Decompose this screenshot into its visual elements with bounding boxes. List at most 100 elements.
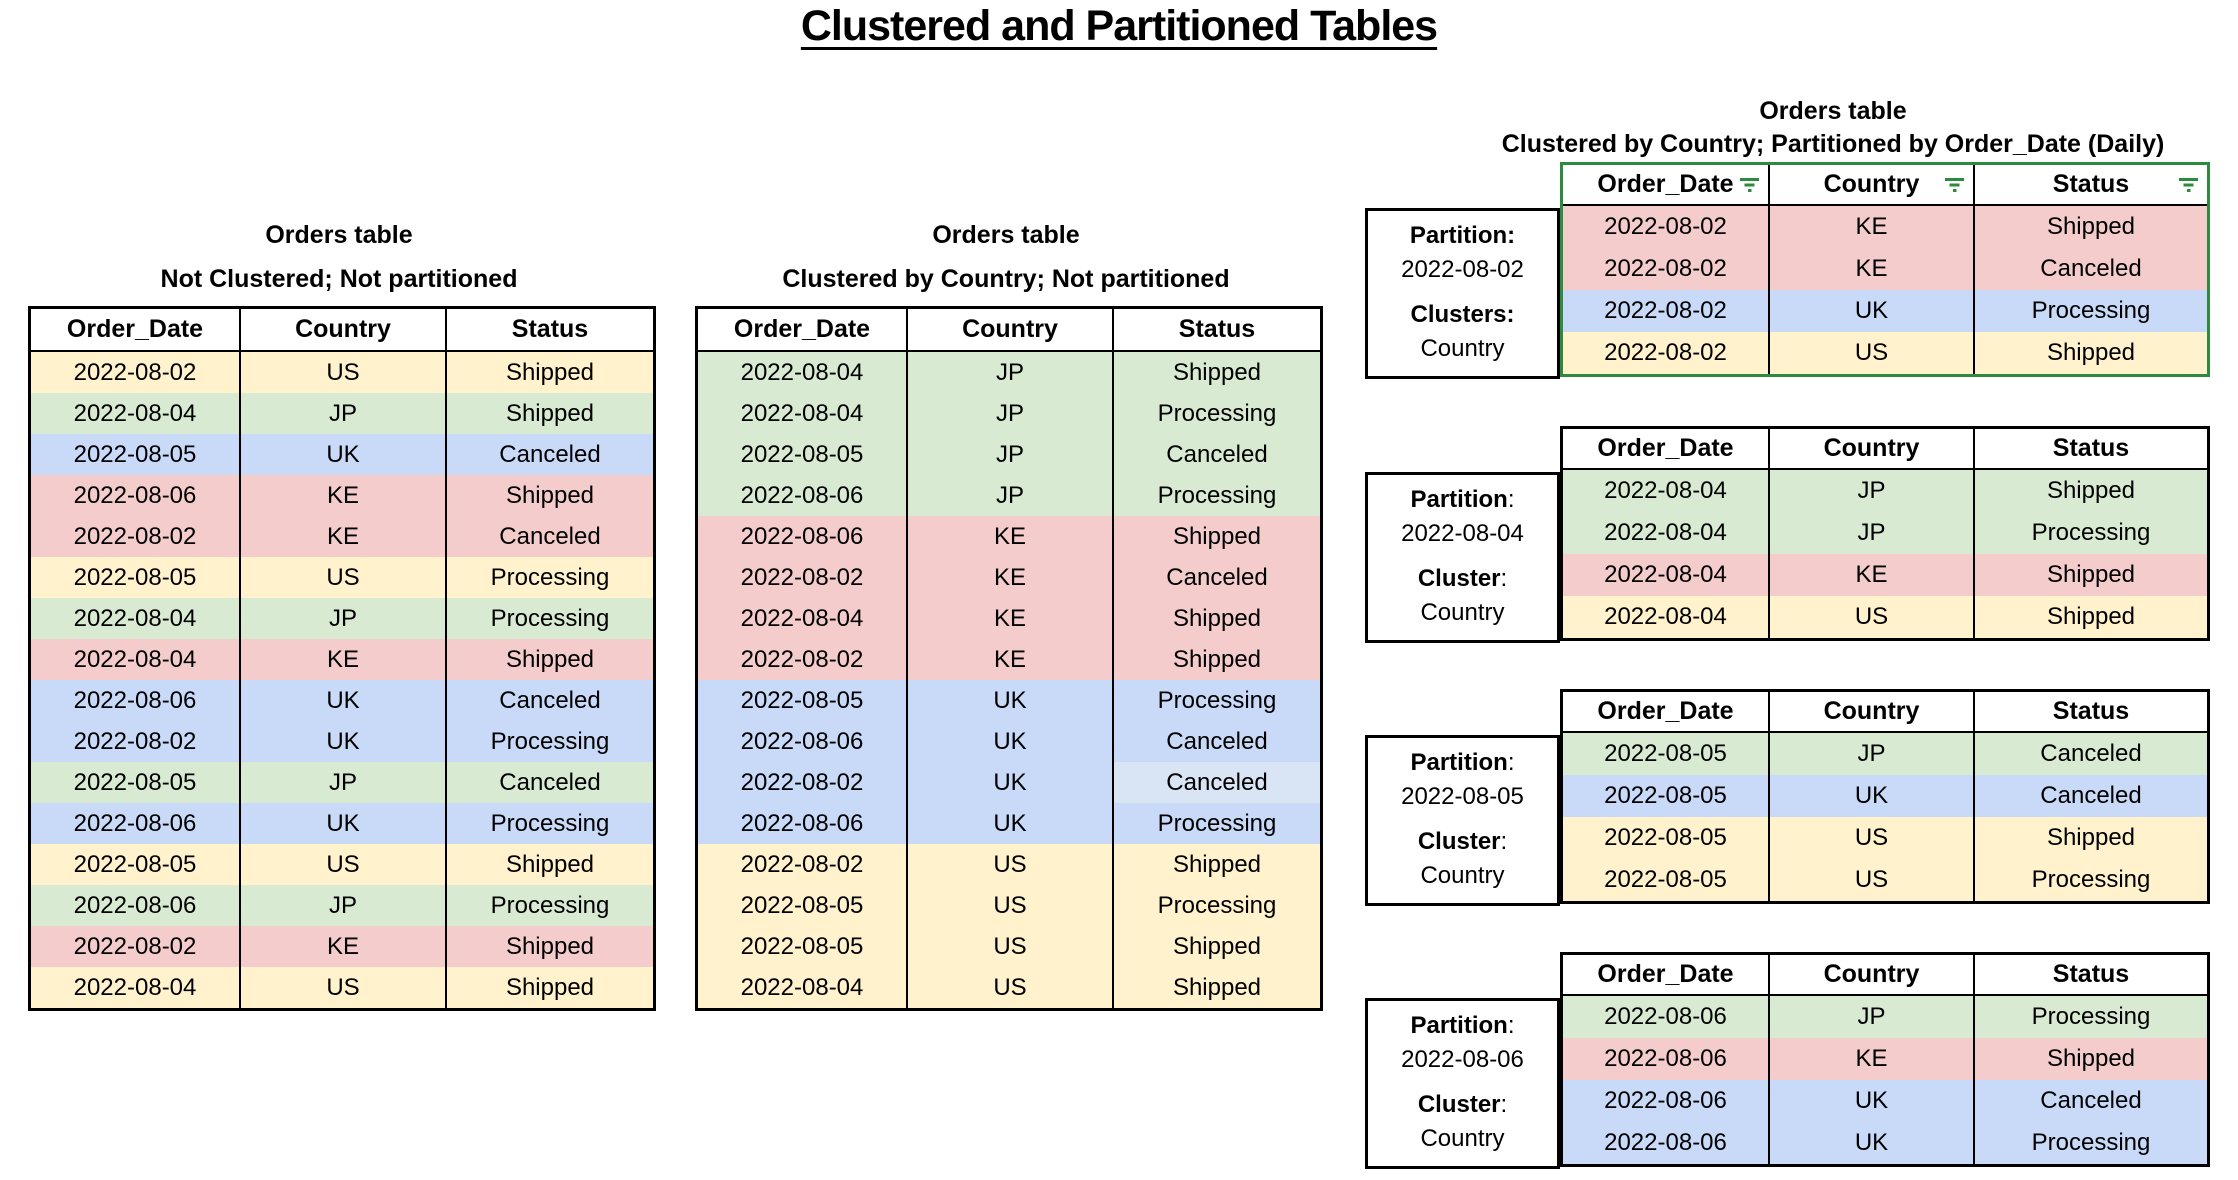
- country-cell: KE: [906, 598, 1112, 639]
- table-row: 2022-08-02 KE Canceled: [31, 516, 653, 557]
- country-cell: UK: [1768, 290, 1973, 332]
- country-cell: UK: [239, 434, 445, 475]
- header-row: Order_Date Country Status: [1563, 692, 2207, 733]
- table-row: 2022-08-02 UK Processing: [31, 721, 653, 762]
- column-header-order-date: Order_Date: [698, 309, 906, 352]
- filter-icon: [1738, 176, 1761, 194]
- country-cell: JP: [906, 475, 1112, 516]
- status-cell: Processing: [445, 557, 653, 598]
- table-row: 2022-08-04 JP Processing: [698, 393, 1320, 434]
- cluster-value: Country: [1420, 1125, 1505, 1152]
- cluster-label: Cluster: [1417, 1091, 1501, 1118]
- order-date-cell: 2022-08-04: [698, 598, 906, 639]
- status-cell: Processing: [1112, 680, 1320, 721]
- country-cell: UK: [906, 803, 1112, 844]
- table-row: 2022-08-06 UK Processing: [31, 803, 653, 844]
- cluster-label: Cluster: [1417, 828, 1501, 855]
- status-cell: Processing: [1112, 803, 1320, 844]
- order-date-cell: 2022-08-02: [698, 844, 906, 885]
- status-cell: Processing: [445, 721, 653, 762]
- table-row: 2022-08-02 KE Canceled: [698, 557, 1320, 598]
- order-date-cell: 2022-08-05: [31, 762, 239, 803]
- country-cell: US: [1768, 332, 1973, 374]
- column-header-status: Status: [1112, 309, 1320, 352]
- status-cell: Processing: [445, 803, 653, 844]
- column-header-country: Country: [906, 309, 1112, 352]
- table-row: 2022-08-02 KE Shipped: [31, 926, 653, 967]
- order-date-cell: 2022-08-05: [698, 680, 906, 721]
- table-row: 2022-08-06 JP Processing: [1563, 996, 2207, 1038]
- partition-label-colon: :: [1507, 749, 1515, 776]
- table-row: 2022-08-02 UK Processing: [1563, 290, 2207, 332]
- table-row: 2022-08-04 JP Processing: [31, 598, 653, 639]
- status-cell: Processing: [1973, 290, 2207, 332]
- cluster-value: Country: [1420, 335, 1505, 362]
- order-date-cell: 2022-08-06: [31, 475, 239, 516]
- partition-label-box: Partition: 2022-08-06 Cluster: Country: [1365, 998, 1560, 1169]
- status-cell: Canceled: [1973, 1080, 2207, 1122]
- country-cell: KE: [1768, 206, 1973, 248]
- status-cell: Canceled: [1973, 248, 2207, 290]
- cluster-label-group: Cluster: Country: [1372, 562, 1553, 630]
- table-row: 2022-08-05 US Processing: [1563, 859, 2207, 901]
- partition-block-2022-08-04: Partition: 2022-08-04 Cluster: Country O…: [1363, 426, 2215, 648]
- column-header-order-date: Order_Date: [1563, 165, 1768, 206]
- status-cell: Shipped: [1112, 967, 1320, 1008]
- order-date-cell: 2022-08-05: [31, 557, 239, 598]
- status-cell: Canceled: [1973, 733, 2207, 775]
- partition-block-2022-08-06: Partition: 2022-08-06 Cluster: Country O…: [1363, 952, 2215, 1174]
- status-cell: Shipped: [445, 926, 653, 967]
- order-date-cell: 2022-08-04: [698, 967, 906, 1008]
- column-header-country: Country: [1768, 692, 1973, 733]
- cluster-value: Country: [1420, 599, 1505, 626]
- order-date-cell: 2022-08-04: [31, 967, 239, 1008]
- partition-value: 2022-08-04: [1401, 520, 1524, 547]
- table-row: 2022-08-06 JP Processing: [698, 475, 1320, 516]
- table-row: 2022-08-06 JP Processing: [31, 885, 653, 926]
- table-row: 2022-08-04 KE Shipped: [31, 639, 653, 680]
- table-row: 2022-08-06 UK Processing: [698, 803, 1320, 844]
- status-cell: Shipped: [445, 393, 653, 434]
- table-row: 2022-08-04 US Shipped: [698, 967, 1320, 1008]
- status-cell: Shipped: [445, 967, 653, 1008]
- table-row: 2022-08-06 KE Shipped: [31, 475, 653, 516]
- order-date-cell: 2022-08-06: [1563, 1080, 1768, 1122]
- status-cell: Shipped: [1112, 516, 1320, 557]
- column-header-order-date: Order_Date: [1563, 692, 1768, 733]
- column-header-status: Status: [1973, 955, 2207, 996]
- cluster-label-group: Cluster: Country: [1372, 1088, 1553, 1156]
- partition-label: Partition: [1410, 749, 1508, 776]
- country-cell: US: [239, 967, 445, 1008]
- table-row: 2022-08-05 UK Processing: [698, 680, 1320, 721]
- partition-label-box: Partition: 2022-08-05 Cluster: Country: [1365, 735, 1560, 906]
- table-row: 2022-08-02 UK Canceled: [698, 762, 1320, 803]
- order-date-cell: 2022-08-04: [31, 639, 239, 680]
- table-title: Orders table: [265, 221, 413, 249]
- country-cell: US: [906, 926, 1112, 967]
- partition-table-2022-08-02: Order_Date Country Status 2022-08-02 KE Sh…: [1560, 162, 2210, 377]
- country-cell: UK: [239, 721, 445, 762]
- status-cell: Canceled: [1112, 762, 1320, 803]
- cluster-label-colon: :: [1500, 565, 1508, 592]
- country-cell: JP: [1768, 512, 1973, 554]
- country-cell: US: [906, 885, 1112, 926]
- country-cell: UK: [1768, 1080, 1973, 1122]
- partition-block-2022-08-02: Partition: 2022-08-02 Clusters: Country …: [1363, 162, 2215, 384]
- status-cell: Canceled: [445, 680, 653, 721]
- order-date-cell: 2022-08-05: [1563, 859, 1768, 901]
- status-cell: Shipped: [1973, 470, 2207, 512]
- column-header-country: Country: [1768, 955, 1973, 996]
- country-cell: US: [239, 844, 445, 885]
- table-row: 2022-08-05 JP Canceled: [698, 434, 1320, 475]
- status-cell: Shipped: [445, 475, 653, 516]
- country-cell: UK: [906, 680, 1112, 721]
- order-date-cell: 2022-08-06: [1563, 1122, 1768, 1164]
- table-row: 2022-08-05 UK Canceled: [1563, 775, 2207, 817]
- status-cell: Processing: [1973, 996, 2207, 1038]
- status-cell: Shipped: [1973, 596, 2207, 638]
- table-row: 2022-08-04 KE Shipped: [1563, 554, 2207, 596]
- table-row: 2022-08-04 US Shipped: [1563, 596, 2207, 638]
- column-header-status: Status: [1973, 692, 2207, 733]
- table-row: 2022-08-02 US Shipped: [31, 352, 653, 393]
- country-cell: KE: [906, 557, 1112, 598]
